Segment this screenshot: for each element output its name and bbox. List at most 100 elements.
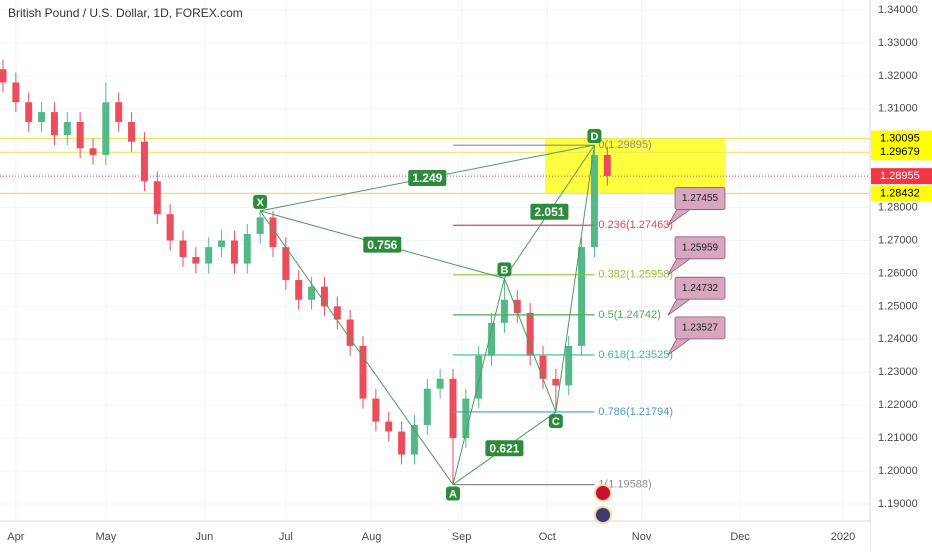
candle-body bbox=[513, 299, 521, 313]
candle-body bbox=[526, 312, 534, 356]
x-tick-label: Dec bbox=[730, 531, 750, 543]
price-axis-panel bbox=[870, 0, 932, 550]
candle-body bbox=[436, 378, 444, 389]
ratio-label: 0.756 bbox=[367, 238, 397, 252]
candle-body bbox=[25, 102, 33, 122]
candle-body bbox=[256, 217, 264, 234]
zone-box bbox=[545, 138, 725, 194]
ratio-label: 0.621 bbox=[489, 441, 519, 455]
candle-body bbox=[179, 240, 187, 257]
candle-body bbox=[218, 240, 226, 248]
fib-label: 0.5(1.24742) bbox=[598, 309, 660, 321]
ratio-badge bbox=[363, 236, 402, 253]
candle-body bbox=[462, 398, 470, 439]
pattern-point-badge bbox=[548, 414, 563, 429]
candle-body bbox=[423, 388, 431, 425]
y-tick-label: 1.21000 bbox=[878, 432, 918, 444]
pattern-line bbox=[555, 144, 595, 413]
candle-body bbox=[243, 233, 251, 264]
candle-body bbox=[590, 154, 598, 248]
price-tag bbox=[871, 144, 932, 161]
callout-label: 1.23527 bbox=[682, 323, 719, 334]
y-tick-label: 1.22000 bbox=[878, 399, 918, 411]
callout-label: 1.24732 bbox=[682, 283, 719, 294]
chart-title: British Pound / U.S. Dollar, 1D, FOREX.c… bbox=[8, 6, 243, 20]
candle-body bbox=[102, 102, 110, 155]
candle-body bbox=[385, 421, 393, 432]
callout-box bbox=[674, 316, 726, 340]
pattern-point-badge bbox=[253, 194, 268, 209]
y-tick-label: 1.28000 bbox=[878, 201, 918, 213]
y-tick-label: 1.33000 bbox=[878, 37, 918, 49]
candle-body bbox=[38, 112, 46, 122]
y-tick-label: 1.20000 bbox=[878, 465, 918, 477]
candle-body bbox=[153, 181, 161, 215]
y-tick-label: 1.19000 bbox=[878, 498, 918, 510]
ratio-badge bbox=[485, 440, 524, 457]
callout-box bbox=[674, 187, 726, 210]
candle-body bbox=[205, 247, 213, 264]
candle-body bbox=[346, 319, 354, 346]
current-price-label: 1.28955 bbox=[880, 170, 920, 182]
fib-label: 0.236(1.27463) bbox=[598, 219, 673, 231]
event-icon bbox=[594, 506, 612, 524]
pattern-point-label: B bbox=[500, 264, 508, 276]
x-tick-label: May bbox=[95, 531, 116, 543]
pattern-point-label: D bbox=[590, 131, 598, 143]
price-tag-label: 1.28432 bbox=[880, 187, 920, 199]
candle-body bbox=[320, 286, 328, 307]
price-tag bbox=[871, 185, 932, 202]
fib-label: 0(1.29895) bbox=[598, 139, 651, 151]
candle-body bbox=[603, 154, 611, 176]
pattern-point-badge bbox=[497, 262, 512, 277]
ratio-label: 2.051 bbox=[534, 205, 564, 219]
fib-label: 0.618(1.23525) bbox=[598, 349, 673, 361]
callout-box bbox=[674, 236, 726, 260]
x-tick-label: Apr bbox=[7, 531, 24, 543]
y-tick-label: 1.23000 bbox=[878, 366, 918, 378]
x-tick-label: Aug bbox=[362, 531, 382, 543]
y-tick-label: 1.27000 bbox=[878, 234, 918, 246]
candle-body bbox=[0, 69, 7, 83]
ratio-label: 1.249 bbox=[412, 171, 442, 185]
candle-body bbox=[76, 121, 84, 149]
candle-body bbox=[115, 102, 123, 122]
x-tick-label: 2020 bbox=[831, 531, 855, 543]
fib-label: 1(1.19588) bbox=[598, 479, 651, 491]
y-tick-label: 1.34000 bbox=[878, 4, 918, 16]
candle-body bbox=[500, 299, 508, 323]
event-icon bbox=[594, 484, 612, 502]
pattern-line bbox=[503, 278, 557, 413]
pattern-point-label: A bbox=[449, 488, 457, 500]
y-tick-label: 1.32000 bbox=[878, 70, 918, 82]
callout-box bbox=[674, 276, 726, 300]
candle-body bbox=[192, 256, 200, 264]
x-tick-label: Sep bbox=[452, 531, 472, 543]
current-price-tag bbox=[871, 168, 932, 185]
x-tick-label: Jun bbox=[196, 531, 214, 543]
price-tag bbox=[871, 130, 932, 147]
candle-body bbox=[398, 431, 406, 455]
candle-body bbox=[539, 355, 547, 379]
ratio-badge bbox=[530, 203, 569, 220]
candle-body bbox=[230, 240, 238, 264]
candle-body bbox=[475, 355, 483, 399]
y-tick-label: 1.25000 bbox=[878, 300, 918, 312]
candle-body bbox=[269, 217, 277, 248]
candle-body bbox=[50, 112, 58, 136]
candle-body bbox=[63, 121, 71, 136]
fib-label: 0.382(1.25958) bbox=[598, 269, 673, 281]
candle-body bbox=[565, 345, 573, 386]
candle-body bbox=[488, 322, 496, 356]
pattern-line bbox=[452, 278, 505, 485]
candle-body bbox=[552, 378, 560, 386]
candle-body bbox=[449, 378, 457, 439]
candle-body bbox=[359, 345, 367, 399]
callout-label: 1.25959 bbox=[682, 242, 719, 253]
candle-body bbox=[372, 398, 380, 422]
candle-body bbox=[295, 280, 303, 300]
candle-body bbox=[410, 424, 418, 455]
pattern-line bbox=[259, 210, 454, 485]
x-tick-label: Oct bbox=[539, 531, 556, 543]
